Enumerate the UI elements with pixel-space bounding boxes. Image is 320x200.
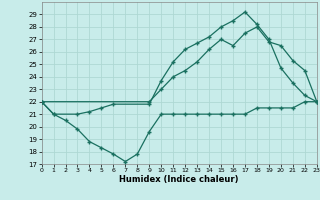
X-axis label: Humidex (Indice chaleur): Humidex (Indice chaleur) bbox=[119, 175, 239, 184]
